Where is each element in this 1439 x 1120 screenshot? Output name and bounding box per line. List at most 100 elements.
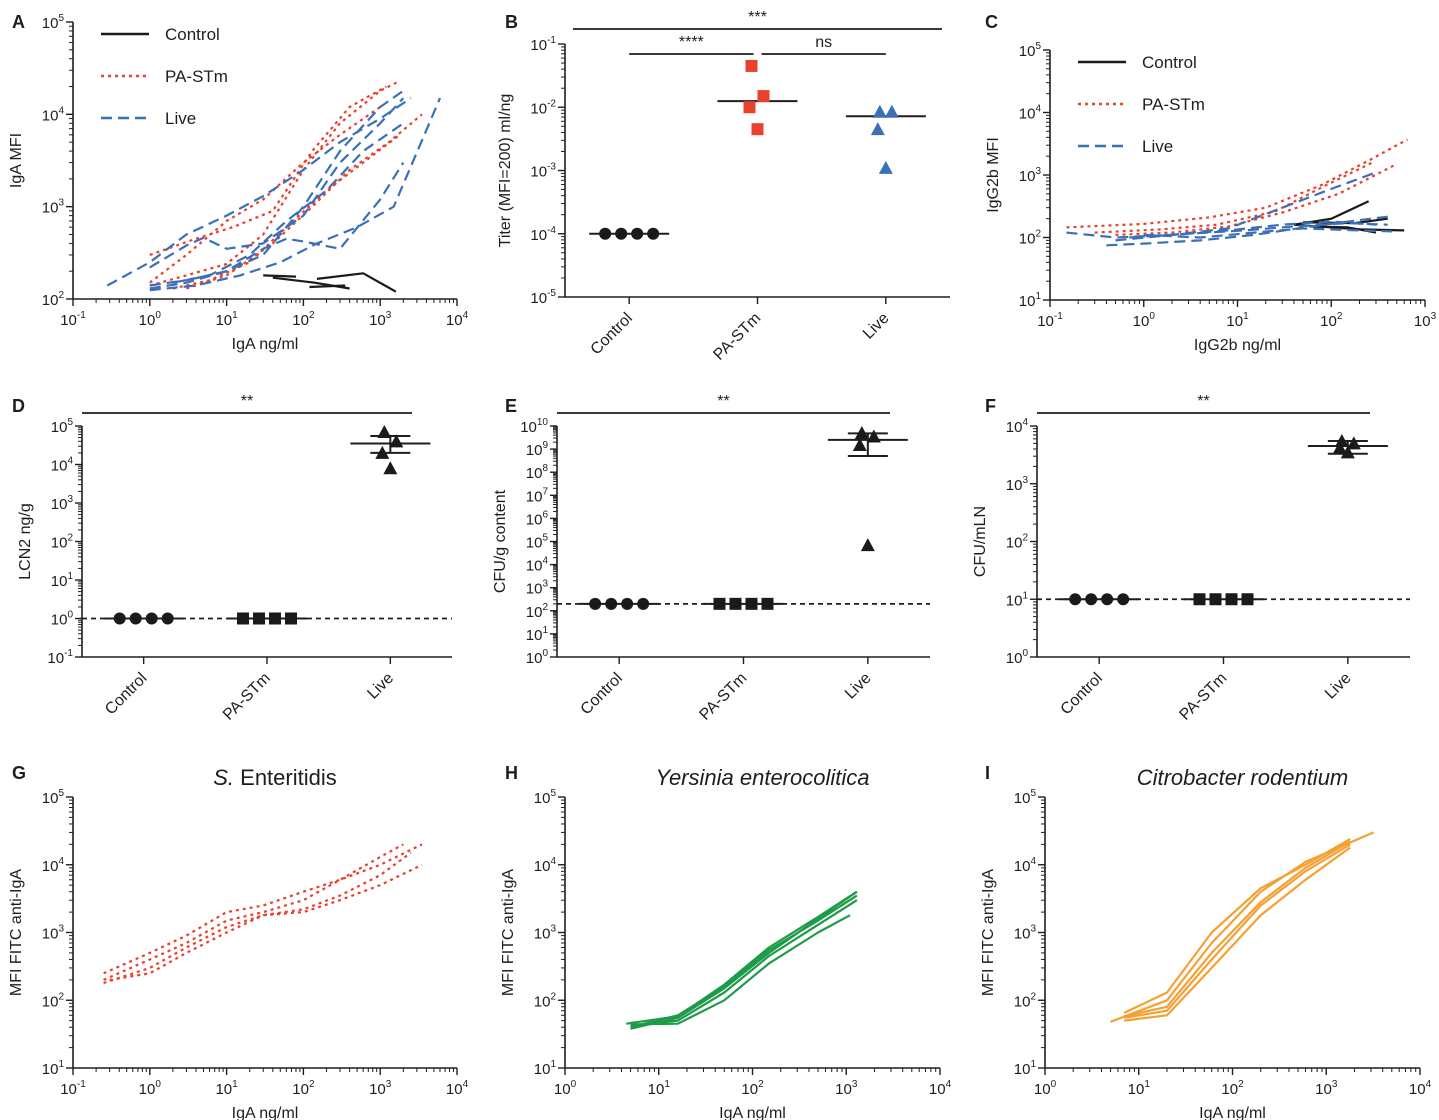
- tick-base: 10: [42, 858, 59, 875]
- x-axis-label: IgA ng/ml: [232, 1105, 299, 1120]
- tick-base: 10: [1221, 1081, 1238, 1098]
- category-label: PA-STm: [696, 670, 750, 724]
- tick-exponent: 0: [67, 610, 73, 621]
- tick-exponent: 4: [58, 105, 64, 116]
- tick-base: 10: [1320, 313, 1337, 330]
- category-label: Live: [1322, 670, 1355, 703]
- panel-a-y-tick-label: 104: [42, 105, 65, 124]
- tick-exponent: 9: [542, 440, 548, 451]
- series-line-live-10: [149, 97, 405, 269]
- panel-i-y-tick-label: 104: [1014, 856, 1037, 875]
- tick-base: 10: [139, 1081, 156, 1098]
- category-label: Live: [364, 670, 397, 703]
- legend-label: Control: [1142, 53, 1197, 72]
- tick-exponent: 4: [946, 1079, 952, 1090]
- data-point-control: [1069, 593, 1082, 606]
- tick-exponent: 5: [58, 13, 64, 24]
- panel-d-y-tick-label: 104: [51, 456, 74, 475]
- panel-g-x-tick-label: 103: [369, 1079, 392, 1098]
- tick-exponent: 4: [1030, 856, 1036, 867]
- tick-base: 10: [554, 1081, 571, 1098]
- data-point-control: [631, 227, 644, 240]
- panel-i-x-tick-label: 103: [1315, 1079, 1338, 1098]
- significance-label: **: [717, 393, 729, 410]
- tick-base: 10: [51, 496, 68, 513]
- tick-base: 10: [530, 164, 547, 181]
- legend-label: Control: [165, 25, 220, 44]
- series-line-yersinia-2: [630, 899, 858, 1027]
- y-axis-label: Titer (MFI=200) ml/ng: [497, 94, 514, 248]
- data-point-pastm: [237, 612, 249, 625]
- panel-letter-h: H: [505, 763, 518, 783]
- panel-b-y-tick-label: 10-4: [530, 225, 556, 244]
- series-line-pa-stm-5: [149, 85, 387, 256]
- tick-exponent: 2: [58, 991, 64, 1002]
- series-line-pa-stm-4: [1066, 138, 1409, 229]
- tick-exponent: 2: [758, 1079, 764, 1090]
- data-point-live: [878, 160, 893, 174]
- data-point-pastm: [743, 101, 756, 114]
- tick-base: 10: [1019, 293, 1036, 310]
- tick-base: 10: [42, 926, 59, 943]
- panel-a-y-tick-label: 102: [42, 290, 65, 309]
- tick-exponent: 3: [1332, 1079, 1338, 1090]
- panel-c-x-tick-label: 101: [1226, 311, 1249, 330]
- tick-base: 10: [526, 581, 543, 598]
- tick-base: 10: [526, 488, 543, 505]
- tick-exponent: 1: [1243, 311, 1249, 322]
- series-line-control-3: [309, 284, 346, 289]
- panel-g-x-tick-label: 10-1: [60, 1079, 86, 1098]
- tick-exponent: 5: [1035, 41, 1041, 52]
- panel-letter-g: G: [12, 763, 26, 783]
- panel-c-x-tick-label: 10-1: [1037, 311, 1063, 330]
- tick-exponent: 4: [58, 856, 64, 867]
- tick-exponent: 10: [537, 417, 549, 428]
- tick-base: 10: [1006, 592, 1023, 609]
- data-point-control: [637, 597, 650, 610]
- category-label: PA-STm: [220, 670, 274, 724]
- tick-base: 10: [42, 292, 59, 309]
- panel-e-y-tick-label: 1010: [520, 417, 548, 436]
- category-label: PA-STm: [710, 310, 764, 364]
- tick-exponent: 1: [1030, 1059, 1036, 1070]
- panel-g-x-tick-label: 102: [292, 1079, 315, 1098]
- panel-d-y-tick-label: 102: [51, 533, 74, 552]
- panel-a-y-tick-label: 103: [42, 198, 65, 217]
- series-line-pa-stm-2: [109, 863, 423, 981]
- significance-label: **: [241, 393, 253, 410]
- tick-base: 10: [526, 650, 543, 667]
- tick-base: 10: [51, 535, 68, 552]
- category-label: Live: [842, 670, 875, 703]
- tick-base: 10: [1409, 1081, 1426, 1098]
- panel-e-y-tick-label: 103: [526, 579, 549, 598]
- panel-c-y-tick-label: 105: [1019, 41, 1042, 60]
- tick-base: 10: [1014, 1061, 1031, 1078]
- tick-exponent: 4: [463, 1079, 469, 1090]
- data-point-pastm: [745, 597, 758, 610]
- tick-exponent: -1: [77, 1079, 86, 1090]
- tick-exponent: -2: [547, 98, 556, 109]
- panel-e: 1001011021031041051061071081091010Contro…: [492, 393, 930, 724]
- tick-exponent: 3: [852, 1079, 858, 1090]
- y-axis-label: MFI FITC anti-IgA: [500, 869, 517, 996]
- panel-b-y-tick-label: 10-3: [530, 162, 556, 181]
- series-line-live-11: [1143, 227, 1393, 239]
- data-point-pastm: [269, 612, 281, 625]
- tick-base: 10: [741, 1081, 758, 1098]
- panel-i-x-tick-label: 101: [1128, 1079, 1151, 1098]
- panel-e-y-tick-label: 105: [526, 533, 549, 552]
- tick-base: 10: [534, 926, 551, 943]
- tick-exponent: 0: [571, 1079, 577, 1090]
- tick-base: 10: [215, 1081, 232, 1098]
- tick-exponent: 1: [58, 1059, 64, 1070]
- series-line-yersinia-4: [626, 890, 858, 1025]
- data-point-control: [113, 612, 126, 625]
- tick-exponent: 5: [542, 533, 548, 544]
- y-axis-label: IgA MFI: [8, 133, 25, 188]
- series-line-pa-stm-1: [103, 843, 404, 981]
- series-line-live-7: [1066, 171, 1377, 239]
- panel-a-y-tick-label: 105: [42, 13, 65, 32]
- panel-g-y-tick-label: 101: [42, 1059, 65, 1078]
